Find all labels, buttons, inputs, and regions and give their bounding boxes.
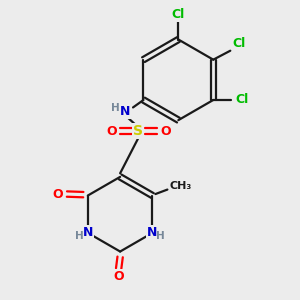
Text: Cl: Cl <box>172 8 185 21</box>
Text: N: N <box>147 226 158 239</box>
Text: H: H <box>157 231 165 241</box>
Text: O: O <box>160 125 171 138</box>
Text: H: H <box>111 103 120 113</box>
Text: CH₃: CH₃ <box>169 181 191 191</box>
Text: O: O <box>106 125 117 138</box>
Text: O: O <box>52 188 63 200</box>
Text: S: S <box>134 124 143 138</box>
Text: N: N <box>82 226 93 239</box>
Text: Cl: Cl <box>232 37 246 50</box>
Text: Cl: Cl <box>235 94 248 106</box>
Text: H: H <box>75 231 84 241</box>
Text: N: N <box>120 105 131 119</box>
Text: O: O <box>113 270 124 284</box>
